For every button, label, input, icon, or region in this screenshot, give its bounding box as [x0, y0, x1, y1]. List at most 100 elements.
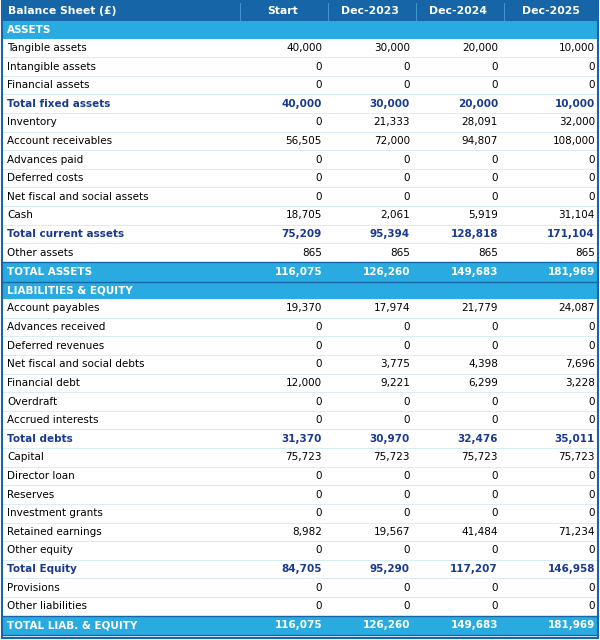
- Text: 0: 0: [491, 545, 498, 556]
- Text: 0: 0: [404, 173, 410, 183]
- Text: 0: 0: [589, 61, 595, 72]
- Bar: [2, 243, 598, 262]
- Text: Financial assets: Financial assets: [7, 80, 89, 90]
- Text: 4,398: 4,398: [468, 359, 498, 369]
- Text: 0: 0: [316, 545, 322, 556]
- Text: Accrued interests: Accrued interests: [7, 415, 98, 425]
- Text: Total Equity: Total Equity: [7, 564, 77, 574]
- Text: Director loan: Director loan: [7, 471, 75, 481]
- Text: 75,723: 75,723: [461, 452, 498, 463]
- Bar: [2, 57, 598, 76]
- Text: Dec-2023: Dec-2023: [341, 6, 400, 15]
- Text: Tangible assets: Tangible assets: [7, 43, 87, 53]
- Text: 0: 0: [316, 322, 322, 332]
- Bar: [2, 262, 598, 282]
- Text: 117,207: 117,207: [450, 564, 498, 574]
- Text: 0: 0: [491, 155, 498, 164]
- Text: 0: 0: [316, 490, 322, 500]
- Text: 0: 0: [491, 322, 498, 332]
- Bar: [2, 485, 598, 504]
- Text: 21,333: 21,333: [373, 117, 410, 127]
- Text: 30,000: 30,000: [370, 99, 410, 109]
- Bar: [2, 448, 598, 467]
- Text: 10,000: 10,000: [555, 99, 595, 109]
- Bar: [2, 374, 598, 392]
- Text: 0: 0: [404, 415, 410, 425]
- Bar: [2, 541, 598, 560]
- Text: 21,779: 21,779: [461, 303, 498, 314]
- Text: Inventory: Inventory: [7, 117, 57, 127]
- Text: TOTAL ASSETS: TOTAL ASSETS: [7, 267, 92, 276]
- Text: 41,484: 41,484: [461, 527, 498, 537]
- Text: Account payables: Account payables: [7, 303, 100, 314]
- Text: 2,061: 2,061: [380, 211, 410, 220]
- Text: 0: 0: [316, 155, 322, 164]
- Text: 0: 0: [316, 192, 322, 202]
- Bar: [2, 560, 598, 579]
- Text: 72,000: 72,000: [374, 136, 410, 146]
- Text: 17,974: 17,974: [373, 303, 410, 314]
- Text: Financial debt: Financial debt: [7, 378, 80, 388]
- Bar: [2, 467, 598, 485]
- Text: Deferred revenues: Deferred revenues: [7, 340, 104, 351]
- Text: 0: 0: [589, 582, 595, 593]
- Text: 40,000: 40,000: [286, 43, 322, 53]
- Text: Net fiscal and social assets: Net fiscal and social assets: [7, 192, 149, 202]
- Text: 865: 865: [302, 248, 322, 258]
- Text: Dec-2025: Dec-2025: [522, 6, 580, 15]
- Text: 128,818: 128,818: [451, 229, 498, 239]
- Text: 0: 0: [589, 471, 595, 481]
- Text: 95,394: 95,394: [370, 229, 410, 239]
- Text: 0: 0: [589, 397, 595, 406]
- Text: 75,723: 75,723: [286, 452, 322, 463]
- Text: 30,970: 30,970: [370, 434, 410, 444]
- Text: Other equity: Other equity: [7, 545, 73, 556]
- Text: 18,705: 18,705: [286, 211, 322, 220]
- Text: Intangible assets: Intangible assets: [7, 61, 96, 72]
- Text: 0: 0: [589, 340, 595, 351]
- Text: 0: 0: [316, 415, 322, 425]
- Text: 30,000: 30,000: [374, 43, 410, 53]
- Bar: [2, 76, 598, 95]
- Bar: [2, 0, 598, 21]
- Text: 6,299: 6,299: [468, 378, 498, 388]
- Text: 0: 0: [491, 490, 498, 500]
- Text: 0: 0: [316, 80, 322, 90]
- Text: 116,075: 116,075: [274, 267, 322, 276]
- Text: 181,969: 181,969: [548, 620, 595, 630]
- Text: Start: Start: [267, 6, 298, 15]
- Text: 0: 0: [491, 508, 498, 518]
- Text: 31,370: 31,370: [281, 434, 322, 444]
- Text: 31,104: 31,104: [559, 211, 595, 220]
- Text: 32,000: 32,000: [559, 117, 595, 127]
- Bar: [2, 523, 598, 541]
- Text: 0: 0: [589, 80, 595, 90]
- Text: 0: 0: [404, 340, 410, 351]
- Text: 181,969: 181,969: [548, 267, 595, 276]
- Text: Total debts: Total debts: [7, 434, 73, 444]
- Text: 12,000: 12,000: [286, 378, 322, 388]
- Text: 3,228: 3,228: [565, 378, 595, 388]
- Text: 0: 0: [589, 415, 595, 425]
- Text: Retained earnings: Retained earnings: [7, 527, 102, 537]
- Bar: [2, 132, 598, 150]
- Text: Total fixed assets: Total fixed assets: [7, 99, 110, 109]
- Text: 0: 0: [589, 155, 595, 164]
- Bar: [2, 318, 598, 337]
- Text: 94,807: 94,807: [461, 136, 498, 146]
- Text: 0: 0: [316, 397, 322, 406]
- Text: 9,221: 9,221: [380, 378, 410, 388]
- Text: 0: 0: [589, 545, 595, 556]
- Text: 8,982: 8,982: [292, 527, 322, 537]
- Bar: [2, 188, 598, 206]
- Text: 0: 0: [491, 192, 498, 202]
- Text: Provisions: Provisions: [7, 582, 60, 593]
- Text: 0: 0: [404, 602, 410, 611]
- Text: 19,370: 19,370: [286, 303, 322, 314]
- Bar: [2, 597, 598, 616]
- Text: 0: 0: [404, 322, 410, 332]
- Text: Net fiscal and social debts: Net fiscal and social debts: [7, 359, 145, 369]
- Text: 0: 0: [316, 582, 322, 593]
- Text: 35,011: 35,011: [555, 434, 595, 444]
- Text: 19,567: 19,567: [373, 527, 410, 537]
